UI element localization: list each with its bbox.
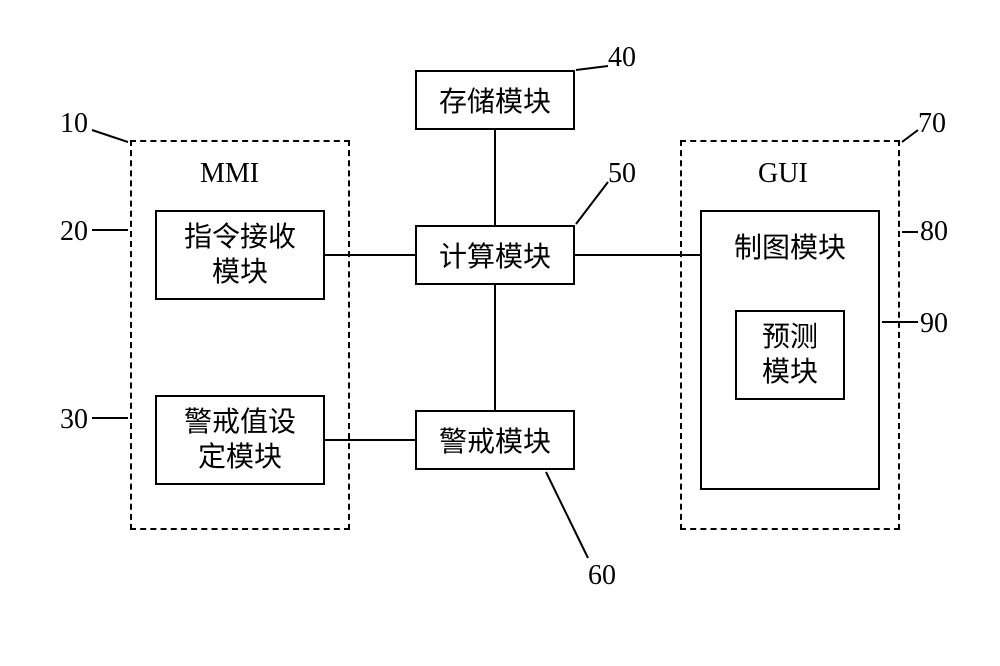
label-70: 70 (918, 108, 946, 140)
leader-70 (902, 130, 918, 142)
group-gui-title: GUI (758, 158, 808, 190)
node-storage-label: 存储模块 (439, 80, 551, 120)
node-calc-label: 计算模块 (439, 235, 551, 275)
node-thresh: 警戒值设 定模块 (155, 395, 325, 485)
leader-40 (576, 66, 608, 70)
node-predict-label: 预测 模块 (762, 320, 818, 390)
node-alert: 警戒模块 (415, 410, 575, 470)
label-20: 20 (60, 216, 88, 248)
label-60: 60 (588, 560, 616, 592)
node-recv-label: 指令接收 模块 (184, 220, 296, 290)
label-10: 10 (60, 108, 88, 140)
leader-10 (92, 130, 128, 142)
group-mmi-title: MMI (200, 158, 259, 190)
node-alert-label: 警戒模块 (439, 420, 551, 460)
node-calc: 计算模块 (415, 225, 575, 285)
leader-60 (546, 472, 588, 558)
label-50: 50 (608, 158, 636, 190)
node-chart-label: 制图模块 (734, 226, 846, 266)
node-recv: 指令接收 模块 (155, 210, 325, 300)
node-storage: 存储模块 (415, 70, 575, 130)
diagram-canvas: MMI GUI 存储模块 计算模块 警戒模块 指令接收 模块 警戒值设 定模块 … (0, 0, 1000, 666)
node-thresh-label: 警戒值设 定模块 (184, 405, 296, 475)
leader-50 (576, 182, 608, 224)
label-80: 80 (920, 216, 948, 248)
node-predict: 预测 模块 (735, 310, 845, 400)
label-30: 30 (60, 404, 88, 436)
label-40: 40 (608, 42, 636, 74)
label-90: 90 (920, 308, 948, 340)
